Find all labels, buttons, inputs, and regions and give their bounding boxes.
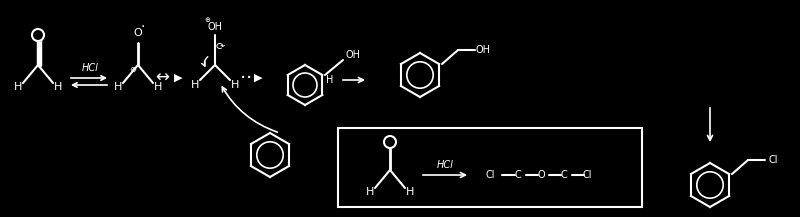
Text: H: H [54,82,62,92]
Text: ⊕: ⊕ [204,17,210,23]
Text: O: O [134,28,142,38]
Text: H: H [326,75,334,85]
Text: H: H [154,82,162,92]
Text: H: H [406,187,414,197]
Text: C: C [514,170,522,180]
Text: C: C [561,170,567,180]
Text: H: H [114,82,122,92]
Text: ·: · [246,69,252,87]
Text: Cl: Cl [768,155,778,165]
Text: ▶: ▶ [174,73,182,83]
Text: H: H [191,80,199,90]
Text: Cl: Cl [582,170,592,180]
Text: OH: OH [207,22,222,32]
Text: HCl: HCl [437,160,454,170]
FancyBboxPatch shape [338,128,642,207]
Text: ⊕: ⊕ [130,66,137,74]
Text: OH: OH [475,45,490,55]
Text: H: H [231,80,239,90]
Text: O: O [34,30,42,40]
Text: Cl: Cl [486,170,494,180]
Circle shape [32,29,44,41]
Text: O: O [537,170,545,180]
Text: ↔: ↔ [155,69,169,87]
Text: ⟳: ⟳ [215,42,225,52]
Text: OH: OH [346,50,361,60]
Text: H: H [366,187,374,197]
Text: ·: · [141,20,145,34]
Text: ▶: ▶ [254,73,262,83]
Text: O: O [386,138,394,146]
Text: HCl: HCl [82,63,98,73]
Text: ·: · [240,69,246,87]
Text: H: H [14,82,22,92]
Circle shape [384,136,396,148]
